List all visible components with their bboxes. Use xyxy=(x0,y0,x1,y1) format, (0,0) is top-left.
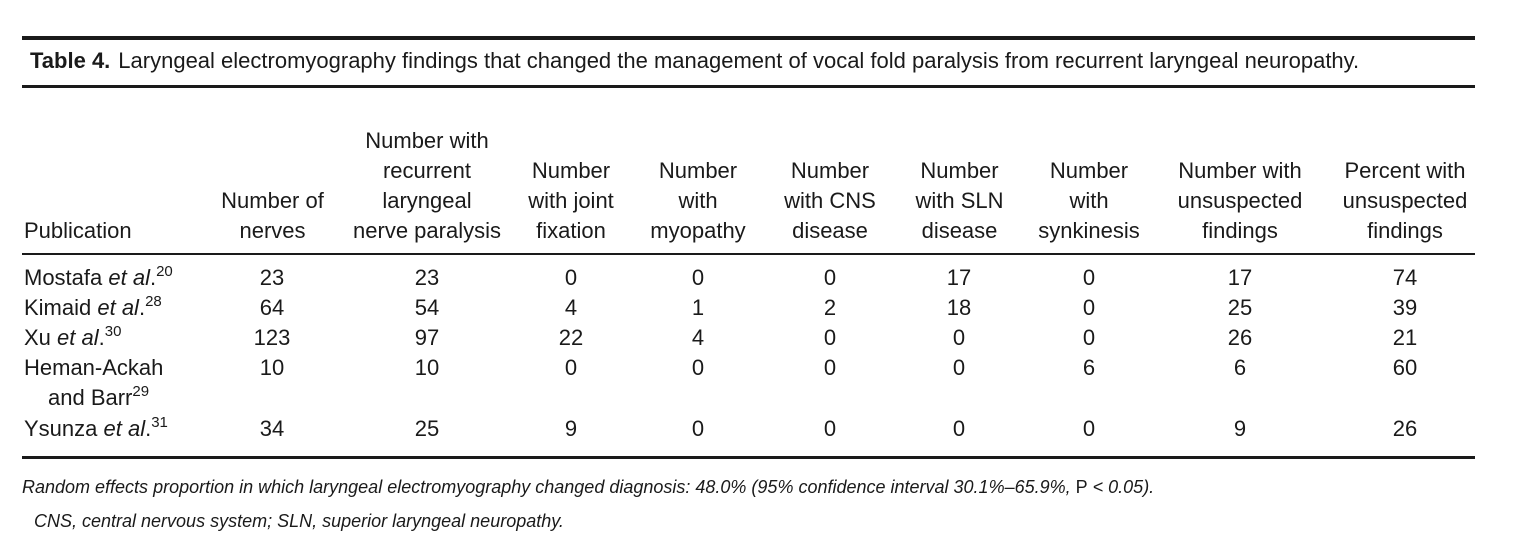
table-cell: 26 xyxy=(1392,416,1418,441)
table-cell: 54 xyxy=(414,295,440,320)
table-caption-text: Laryngeal electromyography findings that… xyxy=(118,48,1360,73)
table-cell: 17 xyxy=(1227,265,1253,290)
header-sln-disease: Number with SLN disease xyxy=(915,158,1004,243)
footnote-random-effects: Random effects proportion in which laryn… xyxy=(22,477,1155,497)
table-cell: 10 xyxy=(414,355,440,380)
table-cell: 22 xyxy=(558,325,584,350)
table-cell: 0 xyxy=(952,355,966,380)
header-rule xyxy=(22,253,1475,255)
table-cell: 6 xyxy=(1233,355,1247,380)
table-bottom-rule xyxy=(22,456,1475,459)
table-cell: 97 xyxy=(414,325,440,350)
table-cell: 25 xyxy=(1227,295,1253,320)
footnote-abbreviations: CNS, central nervous system; SLN, superi… xyxy=(34,511,564,531)
table-cell: 0 xyxy=(564,355,578,380)
table-cell: 0 xyxy=(691,355,705,380)
table-cell: 0 xyxy=(1082,295,1096,320)
header-rln-paralysis: Number with recurrent laryngeal nerve pa… xyxy=(353,128,501,243)
table-cell: 0 xyxy=(691,416,705,441)
table-row-publication: Mostafa et al.20 xyxy=(24,263,173,290)
header-cns-disease: Number with CNS disease xyxy=(784,158,876,243)
table-cell: 6 xyxy=(1082,355,1096,380)
table-cell: 18 xyxy=(946,295,972,320)
table-cell: 0 xyxy=(823,325,837,350)
table-cell: 39 xyxy=(1392,295,1418,320)
table-caption-label: Table 4. xyxy=(30,48,111,73)
table-cell: 0 xyxy=(691,265,705,290)
header-synkinesis: Number with synkinesis xyxy=(1038,158,1140,243)
table-cell: 0 xyxy=(823,416,837,441)
table-cell: 4 xyxy=(691,325,705,350)
table-row-publication: Heman-Ackah and Barr29 xyxy=(24,355,164,410)
table-cell: 23 xyxy=(259,265,285,290)
table-cell: 0 xyxy=(952,325,966,350)
table-cell: 74 xyxy=(1392,265,1418,290)
table-cell: 123 xyxy=(253,325,291,350)
header-myopathy: Number with myopathy xyxy=(650,158,746,243)
table-cell: 0 xyxy=(1082,265,1096,290)
table-cell: 0 xyxy=(564,265,578,290)
table-cell: 0 xyxy=(1082,325,1096,350)
table-cell: 0 xyxy=(823,355,837,380)
table-caption: Table 4. Laryngeal electromyography findi… xyxy=(30,48,1359,74)
table-cell: 0 xyxy=(952,416,966,441)
table-cell: 10 xyxy=(259,355,285,380)
table-cell: 26 xyxy=(1227,325,1253,350)
table-cell: 21 xyxy=(1392,325,1418,350)
header-percent-unsuspected: Percent with unsuspected findings xyxy=(1342,158,1468,243)
table-row-publication: Xu et al.30 xyxy=(24,323,122,350)
table-cell: 9 xyxy=(564,416,578,441)
table-cell: 34 xyxy=(259,416,285,441)
table-cell: 0 xyxy=(1082,416,1096,441)
table-cell: 23 xyxy=(414,265,440,290)
table-cell: 9 xyxy=(1233,416,1247,441)
table-top-rule xyxy=(22,36,1475,40)
header-joint-fixation: Number with joint fixation xyxy=(528,158,614,243)
table-cell: 4 xyxy=(564,295,578,320)
table-cell: 2 xyxy=(823,295,837,320)
header-publication: Publication xyxy=(24,218,132,243)
table-cell: 25 xyxy=(414,416,440,441)
table-cell: 0 xyxy=(823,265,837,290)
table-cell: 1 xyxy=(691,295,705,320)
table-cell: 60 xyxy=(1392,355,1418,380)
table-row-publication: Kimaid et al.28 xyxy=(24,293,162,320)
table-cell: 64 xyxy=(259,295,285,320)
table-cell: 17 xyxy=(946,265,972,290)
header-unsuspected-findings: Number with unsuspected findings xyxy=(1177,158,1303,243)
table-row-publication: Ysunza et al.31 xyxy=(24,414,168,441)
header-number-of-nerves: Number of nerves xyxy=(221,188,324,243)
caption-rule xyxy=(22,85,1475,88)
